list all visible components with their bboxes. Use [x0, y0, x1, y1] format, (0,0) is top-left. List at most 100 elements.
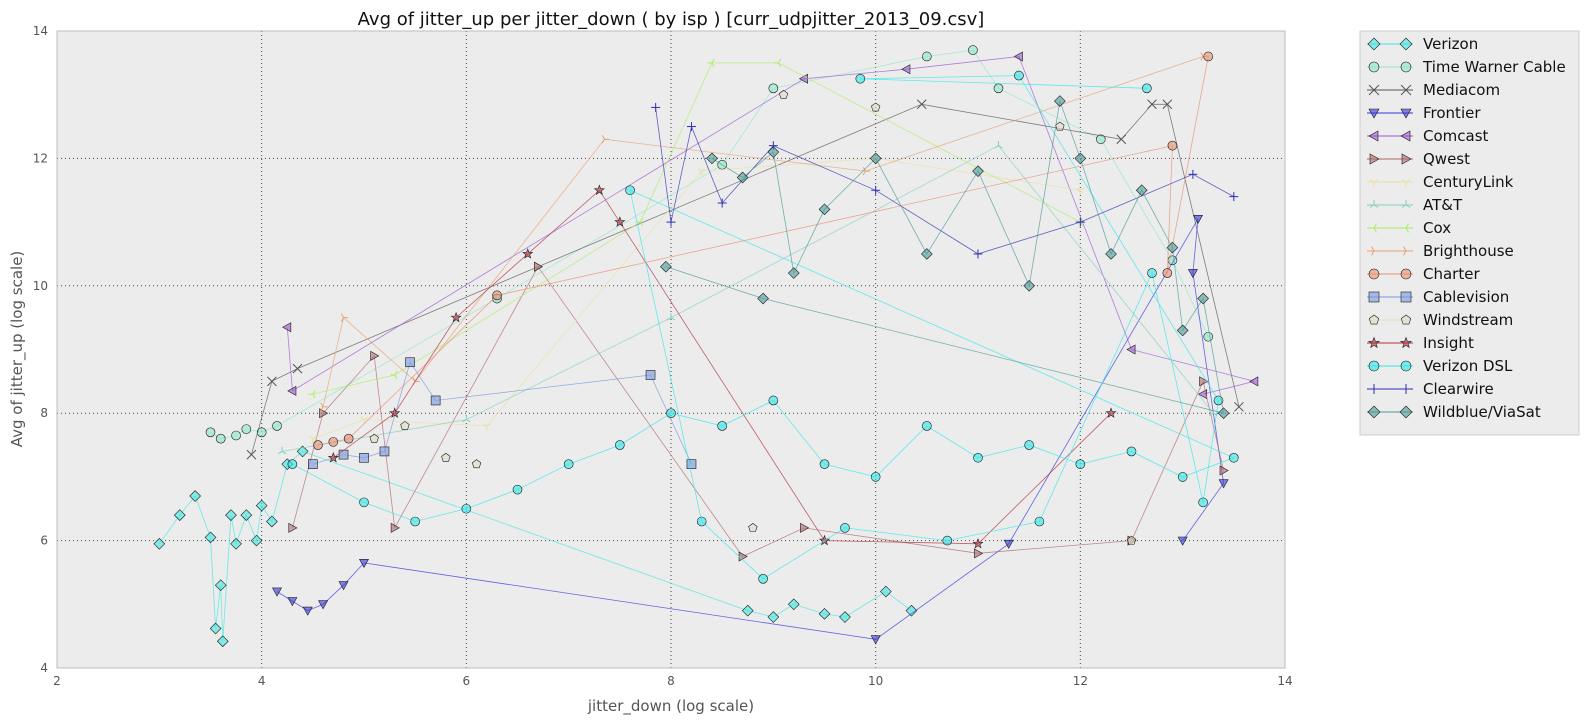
- legend-marker: [1400, 291, 1412, 303]
- data-point: [1013, 51, 1023, 62]
- x-tick-label: 12: [1073, 674, 1088, 688]
- series-line-comcast: [286, 56, 1255, 395]
- data-point: [994, 141, 1003, 149]
- legend-items: Verizon Time Warner Cable Mediacom Frontier…: [1367, 35, 1566, 421]
- data-point: [338, 581, 349, 591]
- data-point: [272, 421, 282, 431]
- data-point: [1147, 99, 1157, 110]
- legend-label: Cablevision: [1423, 288, 1509, 306]
- data-point: [370, 350, 380, 361]
- data-point: [430, 395, 441, 406]
- legend-marker: [1368, 108, 1380, 119]
- data-point: [870, 472, 881, 482]
- data-point: [492, 290, 502, 301]
- legend-marker: [1401, 153, 1412, 165]
- x-tick-label: 2: [53, 674, 61, 688]
- y-tick-label: 4: [40, 661, 48, 675]
- data-point: [773, 58, 782, 67]
- data-point: [767, 146, 780, 158]
- legend-marker: [1369, 179, 1379, 187]
- series-line-centurylink: [312, 157, 1081, 440]
- data-point: [1166, 241, 1179, 254]
- data-point: [880, 585, 892, 598]
- data-point: [651, 102, 661, 112]
- data-point: [1198, 389, 1208, 400]
- data-point: [1197, 292, 1209, 305]
- data-point: [1014, 70, 1024, 81]
- legend-item-comcast: Comcast: [1367, 127, 1489, 145]
- data-point: [696, 516, 707, 527]
- data-point: [1126, 535, 1137, 545]
- data-point: [241, 424, 252, 434]
- data-point: [512, 484, 523, 495]
- data-point: [340, 313, 349, 322]
- data-point: [1198, 497, 1208, 508]
- data-point: [741, 604, 754, 617]
- legend-item-clearwire: Clearwire: [1367, 380, 1494, 398]
- data-point: [787, 598, 800, 611]
- legend-label: Time Warner Cable: [1422, 58, 1566, 76]
- data-point: [214, 579, 227, 592]
- data-point: [1217, 407, 1230, 420]
- legend-label: Wildblue/ViaSat: [1423, 403, 1541, 421]
- data-point: [905, 604, 918, 617]
- legend-marker: [1403, 246, 1411, 256]
- series-charter: [313, 51, 1214, 450]
- data-point: [209, 622, 222, 635]
- series-line-clearwire: [655, 107, 1234, 255]
- data-point: [870, 635, 881, 645]
- x-tick-label: 6: [463, 674, 471, 688]
- legend-item-centurylink: CenturyLink: [1367, 173, 1514, 191]
- data-point: [601, 135, 609, 144]
- data-point: [231, 430, 241, 441]
- data-point: [1054, 95, 1066, 107]
- legend-item-time-warner-cable: Time Warner Cable: [1367, 58, 1566, 76]
- legend-item-wildblue-viasat: Wildblue/ViaSat: [1367, 403, 1541, 421]
- data-point: [869, 152, 882, 165]
- series-line-brighthouse: [322, 56, 1204, 407]
- legend-item-cablevision: Cablevision: [1367, 288, 1509, 306]
- legend-marker: [1399, 336, 1413, 349]
- data-point: [800, 522, 810, 533]
- legend-label: Mediacom: [1423, 81, 1500, 99]
- data-point: [405, 357, 415, 368]
- data-point: [255, 499, 268, 512]
- series-at-t: [277, 141, 1218, 455]
- data-point: [308, 459, 318, 469]
- data-point: [461, 503, 472, 514]
- legend-label: Brighthouse: [1423, 242, 1514, 260]
- y-tick-label: 14: [33, 24, 48, 38]
- data-point: [686, 122, 696, 132]
- data-point: [818, 534, 831, 546]
- legend-label: Frontier: [1423, 104, 1481, 122]
- x-tick-label: 8: [667, 674, 675, 688]
- legend-marker: [1400, 268, 1412, 280]
- legend-marker: [1400, 108, 1412, 119]
- legend-marker: [1368, 84, 1380, 96]
- legend-marker: [1367, 37, 1381, 51]
- series-wildblue-viasat: [660, 95, 1230, 420]
- data-point: [302, 606, 313, 616]
- series-comcast: [282, 51, 1259, 400]
- data-point: [400, 421, 410, 430]
- data-point: [471, 459, 482, 469]
- legend-frame: [1359, 30, 1580, 436]
- data-point: [320, 402, 328, 411]
- data-point: [706, 152, 718, 165]
- data-point: [1126, 344, 1136, 355]
- legend-marker: [1367, 405, 1381, 419]
- series-windstream: [369, 89, 1137, 545]
- data-point: [287, 459, 298, 469]
- series-line-mediacom: [251, 103, 1240, 455]
- y-axis-label: Avg of jitter_up (log scale): [8, 251, 27, 448]
- data-point: [921, 248, 933, 260]
- data-point: [390, 370, 398, 380]
- data-point: [1105, 407, 1117, 418]
- data-point: [871, 102, 881, 112]
- legend-label: Qwest: [1423, 150, 1470, 168]
- legend-item-verizon-dsl: Verizon DSL: [1367, 357, 1513, 375]
- data-point: [757, 292, 769, 305]
- data-point: [972, 537, 984, 549]
- data-point: [768, 395, 779, 406]
